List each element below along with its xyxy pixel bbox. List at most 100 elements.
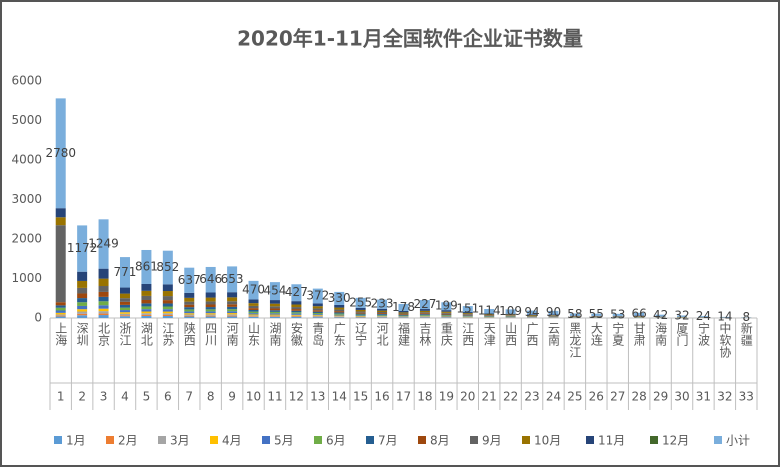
bar-segment bbox=[334, 315, 345, 317]
bar-segment bbox=[419, 313, 430, 315]
bar-segment bbox=[355, 317, 366, 318]
bar-segment bbox=[141, 309, 152, 312]
bar-segment bbox=[355, 312, 366, 314]
x-tick-number: 5 bbox=[143, 390, 151, 404]
bar-segment bbox=[377, 315, 388, 317]
legend-swatch bbox=[314, 436, 322, 444]
bar-segment bbox=[377, 313, 388, 315]
bar-segment bbox=[312, 310, 323, 312]
legend-swatch bbox=[586, 436, 594, 444]
bar-segment bbox=[141, 311, 152, 314]
x-tick-label: 重庆 bbox=[439, 322, 453, 346]
bar-segment bbox=[334, 304, 345, 308]
data-label: 178 bbox=[392, 300, 415, 314]
x-tick-number: 13 bbox=[310, 390, 325, 404]
x-tick-number: 32 bbox=[717, 390, 732, 404]
bar-segment bbox=[162, 250, 173, 285]
bar-segment bbox=[205, 266, 216, 293]
bar-segment bbox=[312, 311, 323, 313]
legend-swatch bbox=[366, 436, 374, 444]
bar-segment bbox=[355, 307, 366, 310]
bar-segment bbox=[462, 312, 473, 314]
bar-segment bbox=[162, 311, 173, 314]
x-tick-label: 广东 bbox=[332, 322, 346, 346]
bar-segment bbox=[98, 286, 109, 292]
bar-segment bbox=[248, 308, 259, 310]
bar-segment bbox=[98, 219, 109, 269]
x-tick-number: 33 bbox=[739, 390, 754, 404]
bar-segment bbox=[441, 313, 452, 315]
bar-segment bbox=[291, 315, 302, 317]
bar-segment bbox=[377, 310, 388, 312]
bar-segment bbox=[77, 311, 88, 314]
x-tick-label: 宁夏 bbox=[611, 321, 625, 346]
bar-segment bbox=[184, 316, 195, 318]
bar-segment bbox=[377, 314, 388, 315]
x-tick-label: 北京 bbox=[97, 322, 111, 347]
bar-segment bbox=[291, 307, 302, 310]
legend-label: 9月 bbox=[482, 434, 502, 448]
bar-segment bbox=[141, 290, 152, 296]
bar-segment bbox=[291, 316, 302, 317]
x-tick-label: 河北 bbox=[375, 322, 389, 347]
bar-segment bbox=[77, 309, 88, 312]
bar-segment bbox=[462, 306, 473, 313]
bar-segment bbox=[227, 313, 238, 315]
bar-segment bbox=[355, 313, 366, 315]
bar-segment bbox=[77, 271, 88, 281]
bar-segment bbox=[205, 301, 216, 305]
bar-segment bbox=[248, 311, 259, 314]
bar-segment bbox=[269, 314, 280, 316]
x-tick-label: 湖南 bbox=[268, 321, 282, 346]
data-label: 1172 bbox=[67, 241, 98, 255]
data-label: 372 bbox=[306, 288, 329, 302]
bar-segment bbox=[269, 306, 280, 309]
bar-segment bbox=[55, 316, 66, 318]
bar-segment bbox=[269, 310, 280, 312]
bar-segment bbox=[377, 299, 388, 309]
bar-segment bbox=[227, 297, 238, 302]
bar-segment bbox=[398, 315, 409, 317]
bar-segment bbox=[312, 303, 323, 307]
bar-segment bbox=[505, 314, 516, 316]
x-tick-label: 陕西 bbox=[182, 321, 196, 346]
bar-segment bbox=[548, 315, 559, 316]
x-tick-number: 31 bbox=[696, 390, 711, 404]
bar-segment bbox=[355, 316, 366, 318]
bar-segment bbox=[227, 306, 238, 310]
bar-segment bbox=[205, 307, 216, 310]
x-tick-number: 6 bbox=[164, 390, 172, 404]
bar-segment bbox=[355, 311, 366, 313]
bar-segment bbox=[269, 300, 280, 304]
bar-segment bbox=[634, 315, 645, 316]
legend-swatch bbox=[54, 436, 62, 444]
bar-segment bbox=[334, 314, 345, 316]
bar-segment bbox=[55, 225, 66, 303]
bar-segment bbox=[227, 311, 238, 314]
bar-segment bbox=[119, 310, 130, 313]
x-tick-number: 23 bbox=[524, 390, 539, 404]
x-tick-label: 广西 bbox=[525, 322, 539, 346]
bar-segment bbox=[227, 314, 238, 316]
bar-segment bbox=[334, 309, 345, 312]
bar-segment bbox=[419, 314, 430, 316]
bar-segment bbox=[291, 301, 302, 305]
data-label: 24 bbox=[696, 309, 711, 323]
bar-segment bbox=[269, 282, 280, 301]
data-label: 852 bbox=[156, 260, 179, 274]
legend-label: 11月 bbox=[598, 434, 625, 448]
bar-segment bbox=[119, 301, 130, 305]
bar-segment bbox=[334, 316, 345, 317]
data-label: 55 bbox=[589, 307, 604, 321]
bar-segment bbox=[377, 317, 388, 318]
x-tick-number: 16 bbox=[374, 390, 389, 404]
bar-segment bbox=[312, 315, 323, 317]
bar-segment bbox=[269, 303, 280, 307]
bar-segment bbox=[162, 300, 173, 304]
bar-segment bbox=[227, 315, 238, 317]
bar-segment bbox=[205, 314, 216, 316]
bar-segment bbox=[355, 314, 366, 316]
legend-label: 3月 bbox=[170, 434, 190, 448]
data-label: 255 bbox=[349, 295, 372, 309]
